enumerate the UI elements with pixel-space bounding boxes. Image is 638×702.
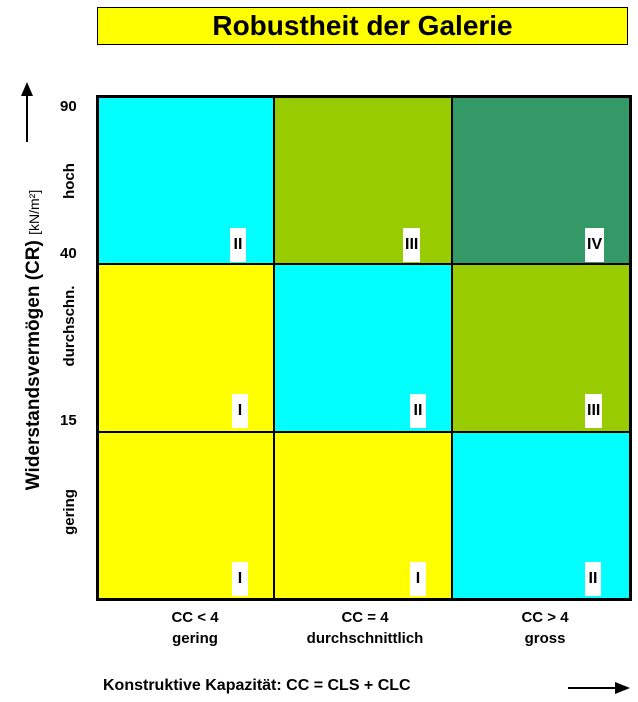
- x-category-2-line1: CC > 4: [521, 609, 569, 626]
- grid-divider-v1: [273, 98, 275, 598]
- grade-label: II: [230, 228, 246, 262]
- row-label-durchschn: durchschn.: [61, 285, 78, 367]
- x-category-0-line1: CC < 4: [171, 609, 219, 626]
- x-category-2: CC > 4 gross: [470, 607, 620, 649]
- x-category-0-line2: gering: [172, 630, 218, 647]
- y-axis-label-main: Widerstandsvermögen (CR): [23, 240, 44, 491]
- robustness-matrix: II III IV I II III I I II: [96, 95, 632, 601]
- grade-label: III: [403, 228, 421, 262]
- grade-label: II: [585, 562, 601, 596]
- y-axis-label: Widerstandsvermögen (CR) [kN/m²]: [23, 160, 47, 520]
- y-tick-40: 40: [60, 245, 77, 262]
- cell-r0-c0: [99, 98, 274, 264]
- x-category-0: CC < 4 gering: [120, 607, 270, 649]
- grade-label: I: [410, 562, 426, 596]
- grade-label: II: [410, 394, 426, 428]
- x-axis-arrow-icon: [568, 682, 630, 694]
- cell-r2-c2: [452, 432, 629, 598]
- x-category-1: CC = 4 durchschnittlich: [285, 607, 445, 649]
- grade-label: I: [232, 394, 248, 428]
- grid-divider-h2: [99, 431, 629, 433]
- x-axis-label: Konstruktive Kapazität: CC = CLS + CLC: [103, 677, 411, 694]
- cell-r1-c2: [452, 264, 629, 432]
- grade-label: IV: [585, 228, 605, 262]
- grid-divider-v2: [451, 98, 453, 598]
- y-tick-90: 90: [60, 98, 77, 115]
- x-category-1-line1: CC = 4: [341, 609, 389, 626]
- grade-label: III: [585, 394, 603, 428]
- row-label-gering: gering: [61, 489, 78, 535]
- y-axis-label-unit: [kN/m²]: [26, 189, 42, 235]
- y-tick-15: 15: [60, 412, 77, 429]
- cell-r0-c1: [274, 98, 452, 264]
- grid-divider-h1: [99, 263, 629, 265]
- grade-label: I: [232, 562, 248, 596]
- page-title: Robustheit der Galerie: [97, 7, 628, 45]
- row-label-hoch: hoch: [61, 163, 78, 199]
- x-category-1-line2: durchschnittlich: [306, 630, 424, 647]
- y-axis-arrow-icon: [21, 82, 33, 142]
- x-category-2-line2: gross: [524, 630, 566, 647]
